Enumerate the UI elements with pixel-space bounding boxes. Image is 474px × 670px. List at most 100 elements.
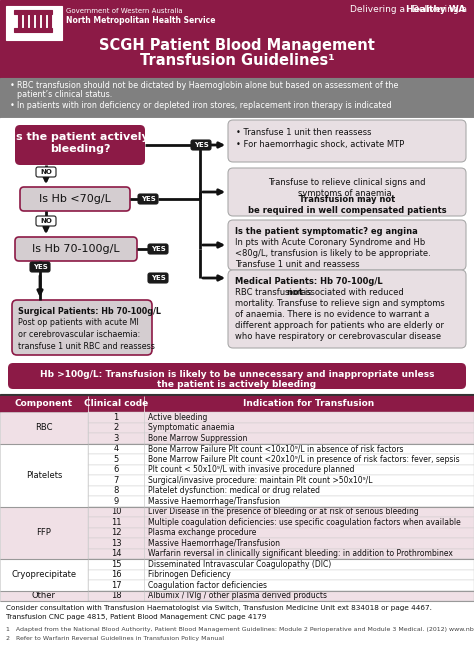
Text: YES: YES [151, 275, 165, 281]
Text: 12: 12 [111, 528, 121, 537]
Text: FFP: FFP [36, 528, 52, 537]
Bar [88, 454, 474, 464]
Text: the patient is actively bleeding: the patient is actively bleeding [157, 380, 317, 389]
Text: Warfarin reversal in clinically significant bleeding: in addition to Prothrombin: Warfarin reversal in clinically signific… [148, 549, 453, 558]
Text: 14: 14 [111, 549, 121, 558]
FancyBboxPatch shape [36, 216, 56, 226]
Text: Is Hb 70-100g/L: Is Hb 70-100g/L [32, 244, 120, 254]
Bar [88, 559, 474, 570]
Text: RBC: RBC [35, 423, 53, 432]
FancyBboxPatch shape [15, 125, 145, 165]
Text: Surgical Patients: Hb 70-100g/L: Surgical Patients: Hb 70-100g/L [18, 307, 161, 316]
Text: Indication for Transfusion: Indication for Transfusion [243, 399, 374, 409]
Text: Transfuse to relieve clinical signs and
symptoms of anaemia.: Transfuse to relieve clinical signs and … [268, 178, 426, 198]
Bar [88, 507, 474, 517]
Text: 15: 15 [111, 559, 121, 569]
Text: 10: 10 [111, 507, 121, 517]
Text: Massive Haemorrhage/Transfusion: Massive Haemorrhage/Transfusion [148, 539, 280, 548]
Text: Coagulation factor deficiencies: Coagulation factor deficiencies [148, 581, 267, 590]
Bar [30, 12, 33, 30]
FancyBboxPatch shape [228, 120, 466, 162]
Bar [88, 444, 474, 454]
Text: 9: 9 [113, 496, 118, 506]
Text: Healthy WA: Healthy WA [406, 5, 465, 14]
Text: Is Hb <70g/L: Is Hb <70g/L [39, 194, 111, 204]
FancyBboxPatch shape [15, 237, 137, 261]
FancyBboxPatch shape [12, 300, 152, 355]
Text: •: • [10, 101, 15, 110]
Text: RBC transfusion should not be dictated by Haemoglobin alone but based on assessm: RBC transfusion should not be dictated b… [17, 81, 398, 90]
Text: 17: 17 [111, 581, 121, 590]
Text: Bone Marrow Failure Plt count <10x10⁹/L in absence of risk factors: Bone Marrow Failure Plt count <10x10⁹/L … [148, 444, 403, 453]
Text: Cryoprecipitate: Cryoprecipitate [11, 570, 77, 580]
Bar [88, 590, 474, 601]
Text: Delivering a: Delivering a [412, 5, 470, 14]
FancyBboxPatch shape [148, 244, 168, 254]
Text: Government of Western Australia: Government of Western Australia [66, 8, 182, 14]
FancyBboxPatch shape [30, 262, 50, 272]
Bar [88, 475, 474, 486]
Text: Platelets: Platelets [26, 470, 62, 480]
Bar [14, 28, 52, 32]
Bar [0, 394, 474, 396]
Text: not: not [287, 288, 306, 297]
Text: Delivering a: Delivering a [350, 5, 408, 14]
Text: Symptomatic anaemia: Symptomatic anaemia [148, 423, 235, 432]
Text: Plt count < 50x10⁹/L with invasive procedure planned: Plt count < 50x10⁹/L with invasive proce… [148, 465, 355, 474]
Text: RBC transfusion is: RBC transfusion is [235, 288, 314, 297]
Text: North Metropolitan Health Service: North Metropolitan Health Service [66, 16, 216, 25]
Text: Platelet dysfunction: medical or drug related: Platelet dysfunction: medical or drug re… [148, 486, 320, 495]
Text: Transfusion Guidelines¹: Transfusion Guidelines¹ [140, 53, 334, 68]
Bar [88, 517, 474, 527]
Text: 7: 7 [113, 476, 118, 485]
Bar [42, 12, 45, 30]
FancyBboxPatch shape [148, 273, 168, 283]
Text: • For haemorrhagic shock, activate MTP: • For haemorrhagic shock, activate MTP [236, 140, 404, 149]
Text: Clinical code: Clinical code [84, 399, 148, 409]
Bar [0, 0, 474, 78]
Text: 18: 18 [111, 591, 121, 600]
Text: 4: 4 [113, 444, 118, 453]
Text: 6: 6 [113, 465, 118, 474]
FancyBboxPatch shape [228, 270, 466, 348]
Text: Transfusion may not
be required in well compensated patients: Transfusion may not be required in well … [248, 195, 447, 215]
Bar [88, 496, 474, 507]
Bar [88, 464, 474, 475]
Bar [0, 559, 88, 590]
Text: Liver Disease in the presence of bleeding or at risk of serious bleeding: Liver Disease in the presence of bleedin… [148, 507, 419, 517]
Text: patient’s clinical status.: patient’s clinical status. [17, 90, 112, 99]
FancyBboxPatch shape [36, 167, 56, 177]
FancyBboxPatch shape [8, 363, 466, 389]
Text: associated with reduced: associated with reduced [301, 288, 404, 297]
Text: Disseminated Intravascular Coagulopathy (DIC): Disseminated Intravascular Coagulopathy … [148, 559, 331, 569]
Text: YES: YES [151, 246, 165, 252]
Text: •: • [10, 81, 15, 90]
Bar [0, 444, 88, 507]
Text: YES: YES [141, 196, 155, 202]
Text: Plasma exchange procedure: Plasma exchange procedure [148, 528, 256, 537]
Bar [6, 6, 62, 40]
Text: Medical Patients: Hb 70-100g/L: Medical Patients: Hb 70-100g/L [235, 277, 383, 286]
Text: mortality. Transfuse to relieve sign and symptoms
of anaemia. There is no eviden: mortality. Transfuse to relieve sign and… [235, 299, 445, 341]
Bar [18, 12, 21, 30]
Bar [88, 486, 474, 496]
Bar [88, 527, 474, 538]
Bar [88, 538, 474, 549]
Text: 3: 3 [113, 433, 118, 443]
Bar [36, 12, 39, 30]
FancyBboxPatch shape [138, 194, 158, 204]
Text: Albumix / IVIg / other plasma derived products: Albumix / IVIg / other plasma derived pr… [148, 591, 327, 600]
Text: Component: Component [15, 399, 73, 409]
Bar [0, 78, 474, 118]
FancyBboxPatch shape [228, 220, 466, 270]
Text: Multiple coagulation deficiencies: use specific coagulation factors when availab: Multiple coagulation deficiencies: use s… [148, 518, 461, 527]
Text: 13: 13 [111, 539, 121, 548]
Bar [48, 12, 51, 30]
FancyBboxPatch shape [20, 187, 130, 211]
Bar [88, 570, 474, 580]
Text: NO: NO [40, 169, 52, 175]
Text: 1: 1 [113, 413, 118, 421]
Text: Other: Other [32, 591, 56, 600]
Text: Active bleeding: Active bleeding [148, 413, 207, 421]
Text: SCGH Patient Blood Management: SCGH Patient Blood Management [99, 38, 375, 53]
